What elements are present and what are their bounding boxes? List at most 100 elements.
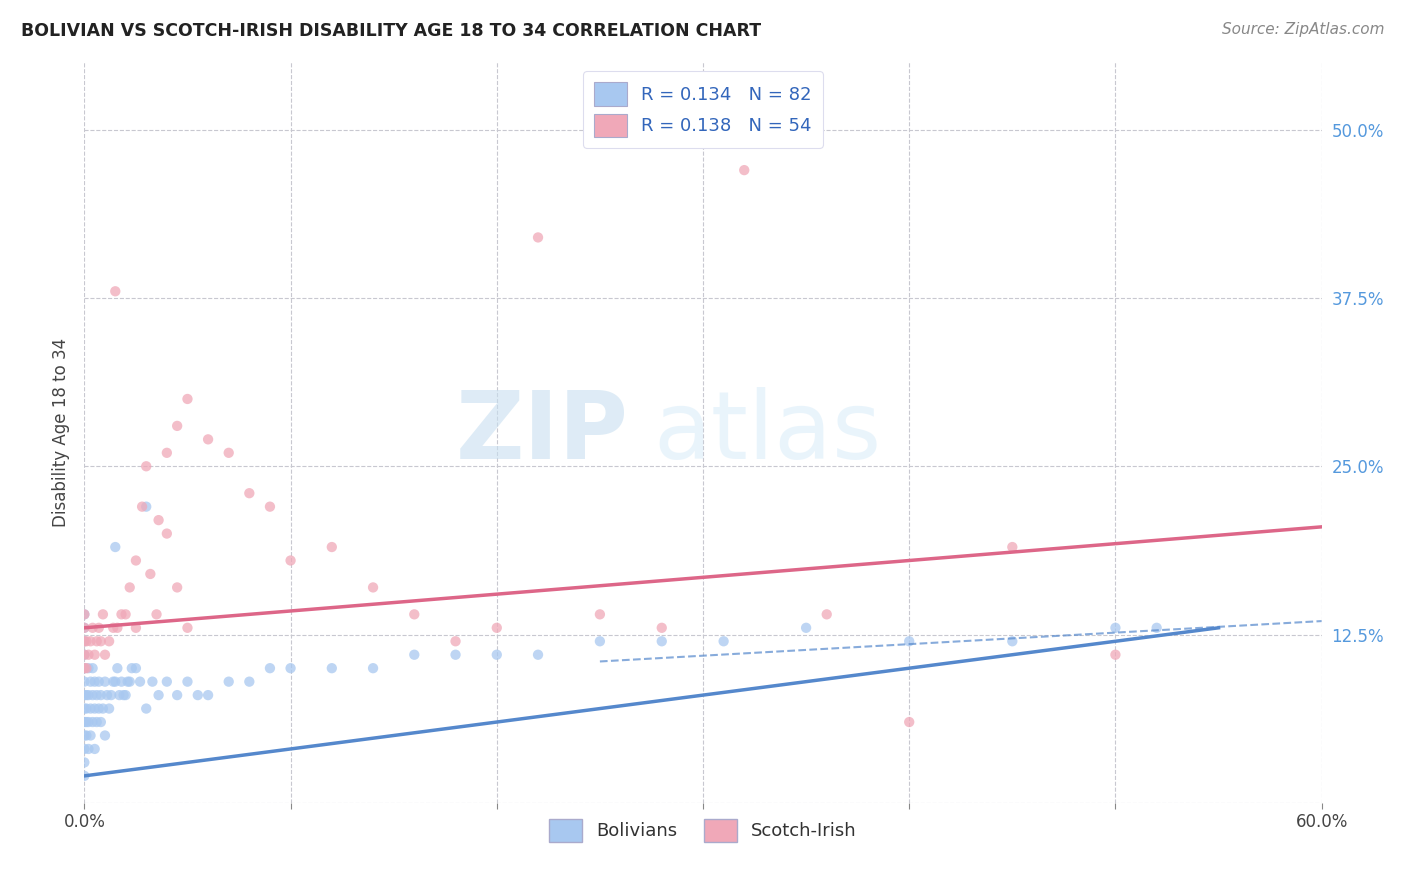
Point [73, 648, 96, 662]
Point [77, 648, 100, 662]
Point [83, 674, 105, 689]
Point [73, 607, 96, 622]
Point [73, 607, 96, 622]
Point [280, 553, 302, 567]
Point [125, 553, 148, 567]
Point [117, 674, 139, 689]
Point [75, 688, 97, 702]
Point [589, 607, 612, 622]
Point [73, 688, 96, 702]
Point [444, 648, 467, 662]
Point [651, 621, 673, 635]
Point [86, 714, 108, 729]
Point [166, 688, 188, 702]
Point [280, 661, 302, 675]
Point [815, 607, 838, 622]
Point [90, 714, 112, 729]
Point [75, 661, 97, 675]
Point [148, 513, 170, 527]
Point [125, 621, 148, 635]
Point [114, 607, 136, 622]
Point [361, 581, 384, 595]
Point [404, 607, 426, 622]
Point [73, 661, 96, 675]
Text: Source: ZipAtlas.com: Source: ZipAtlas.com [1222, 22, 1385, 37]
Point [103, 674, 125, 689]
Point [156, 674, 179, 689]
Point [1146, 621, 1168, 635]
Point [733, 163, 755, 178]
Point [176, 392, 198, 406]
Point [110, 674, 132, 689]
Point [156, 526, 179, 541]
Text: ZIP: ZIP [456, 386, 628, 479]
Point [176, 674, 198, 689]
Point [135, 500, 157, 514]
Point [73, 648, 96, 662]
Point [118, 674, 141, 689]
Point [166, 581, 188, 595]
Point [197, 688, 219, 702]
Point [75, 729, 97, 743]
Point [131, 500, 153, 514]
Point [114, 688, 136, 702]
Point [82, 621, 104, 635]
Point [96, 688, 118, 702]
Point [87, 674, 110, 689]
Point [73, 634, 96, 648]
Legend: Bolivians, Scotch-Irish: Bolivians, Scotch-Irish [538, 808, 868, 853]
Point [404, 648, 426, 662]
Point [73, 674, 96, 689]
Point [90, 688, 112, 702]
Point [105, 661, 128, 675]
Point [75, 714, 97, 729]
Y-axis label: Disability Age 18 to 34: Disability Age 18 to 34 [52, 338, 70, 527]
Point [1001, 634, 1024, 648]
Point [187, 688, 209, 702]
Point [121, 661, 143, 675]
Point [73, 621, 96, 635]
Point [73, 742, 96, 756]
Point [321, 540, 343, 554]
Point [527, 230, 550, 244]
Point [73, 756, 96, 770]
Point [238, 486, 260, 500]
Point [91, 607, 114, 622]
Point [1104, 621, 1126, 635]
Text: atlas: atlas [654, 386, 882, 479]
Point [135, 459, 157, 474]
Point [94, 729, 117, 743]
Point [82, 688, 104, 702]
Point [98, 701, 121, 715]
Point [82, 714, 104, 729]
Point [94, 648, 117, 662]
Text: BOLIVIAN VS SCOTCH-IRISH DISABILITY AGE 18 TO 34 CORRELATION CHART: BOLIVIAN VS SCOTCH-IRISH DISABILITY AGE … [21, 22, 761, 40]
Point [1001, 540, 1024, 554]
Point [86, 634, 108, 648]
Point [73, 729, 96, 743]
Point [94, 674, 117, 689]
Point [898, 634, 921, 648]
Point [100, 688, 122, 702]
Point [156, 446, 179, 460]
Point [321, 661, 343, 675]
Point [104, 540, 127, 554]
Point [135, 701, 157, 715]
Point [444, 634, 467, 648]
Point [79, 634, 101, 648]
Point [83, 742, 105, 756]
Point [91, 701, 114, 715]
Point [589, 634, 612, 648]
Point [794, 621, 817, 635]
Point [485, 648, 508, 662]
Point [108, 688, 131, 702]
Point [1104, 648, 1126, 662]
Point [166, 418, 188, 433]
Point [77, 661, 100, 675]
Point [73, 634, 96, 648]
Point [75, 634, 97, 648]
Point [105, 621, 128, 635]
Point [125, 661, 148, 675]
Point [73, 769, 96, 783]
Point [176, 621, 198, 635]
